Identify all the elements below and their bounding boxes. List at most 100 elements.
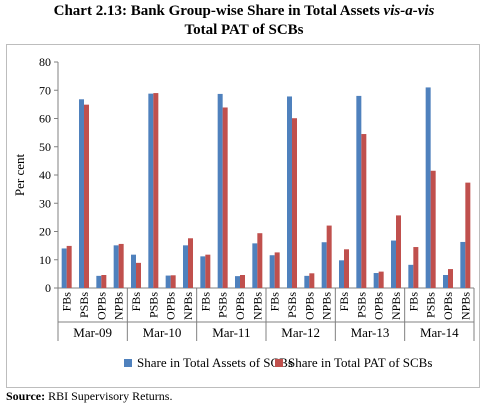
x-subcategory-label: OPBs [302,292,316,320]
x-group-label: Mar-10 [143,325,182,340]
bar-pat-mar-13-opbs [378,271,384,288]
source-label: Source: [6,389,46,403]
chart-title-line2: Total PAT of SCBs [184,22,304,38]
bar-pat-mar-14-opbs [448,269,453,288]
bar-assets-mar-12-opbs [304,275,310,288]
x-subcategory-label: OPBs [441,292,455,320]
y-tick-label: 40 [39,168,51,182]
bar-pat-mar-13-fbs [344,249,349,288]
bar-pat-mar-10-fbs [136,262,141,288]
chart-title-line1-italic: vis-a-vis [383,3,435,19]
x-subcategory-label: PSBs [285,292,299,318]
bar-pat-mar-10-npbs [188,238,193,288]
y-tick-label: 10 [39,253,51,267]
legend-label-assets: Share in Total Assets of SCBs [137,355,293,370]
bar-assets-mar-13-fbs [339,260,344,288]
bar-pat-mar-13-npbs [396,215,401,288]
bar-assets-mar-13-npbs [391,240,396,288]
y-tick-label: 80 [39,55,51,69]
legend-swatch-assets [124,359,132,367]
bar-assets-mar-11-fbs [200,256,206,288]
x-subcategory-label: OPBs [164,292,178,320]
bar-assets-mar-14-npbs [460,241,466,288]
bar-pat-mar-11-fbs [205,254,211,288]
bar-assets-mar-10-opbs [165,275,171,288]
bar-assets-mar-14-psbs [425,87,431,288]
x-subcategory-label: FBs [198,292,212,312]
bar-assets-mar-11-opbs [235,276,240,288]
chart-title-line1-prefix: Chart 2.13: Bank Group-wise Share in Tot… [53,3,384,19]
x-subcategory-label: PSBs [216,292,230,318]
x-group-label: Mar-13 [351,325,390,340]
chart-title: Chart 2.13: Bank Group-wise Share in Tot… [0,2,488,40]
bar-assets-mar-14-opbs [443,275,448,288]
bar-pat-mar-12-opbs [309,273,315,288]
x-subcategory-label: FBs [337,292,351,312]
x-group-label: Mar-12 [281,325,320,340]
bar-pat-mar-09-npbs [118,243,124,288]
y-tick-label: 50 [39,140,51,154]
source-note: Source: RBI Supervisory Returns. [6,389,172,404]
bar-assets-mar-12-psbs [287,96,292,288]
bar-assets-mar-10-npbs [183,245,188,288]
bar-assets-mar-09-npbs [113,245,119,288]
x-subcategory-label: NPBs [320,292,334,320]
y-axis-label: Per cent [12,153,27,196]
x-subcategory-label: PSBs [354,292,368,318]
source-text: RBI Supervisory Returns. [45,389,173,403]
bar-assets-mar-14-fbs [408,264,414,288]
bar-assets-mar-12-npbs [321,242,327,288]
bar-pat-mar-11-opbs [240,275,245,288]
x-subcategory-label: FBs [129,292,143,312]
x-subcategory-label: NPBs [389,292,403,320]
x-group-label: Mar-14 [420,325,459,340]
x-group-label: Mar-09 [73,325,112,340]
x-group-label: Mar-11 [212,325,250,340]
chart-frame [6,44,480,388]
legend-swatch-pat [275,359,283,367]
bar-assets-mar-09-psbs [79,99,84,288]
x-subcategory-label: NPBs [250,292,264,320]
x-subcategory-label: FBs [406,292,420,312]
x-subcategory-label: NPBs [112,292,126,320]
bar-pat-mar-11-npbs [257,233,263,288]
x-subcategory-label: PSBs [146,292,160,318]
bar-assets-mar-10-psbs [148,93,154,288]
x-subcategory-label: NPBs [181,292,195,320]
bar-pat-mar-10-psbs [153,93,159,288]
bar-assets-mar-09-opbs [96,275,102,288]
y-tick-label: 0 [45,281,51,295]
bar-pat-mar-13-psbs [361,134,367,288]
x-subcategory-label: OPBs [94,292,108,320]
bar-assets-mar-11-npbs [252,243,258,288]
y-tick-label: 20 [39,225,51,239]
bar-assets-mar-13-psbs [356,95,362,289]
bar-pat-mar-14-fbs [413,247,419,288]
bar-pat-mar-14-psbs [430,170,436,288]
bar-pat-mar-12-fbs [274,252,280,288]
x-subcategory-label: FBs [268,292,282,312]
bar-pat-mar-12-npbs [326,225,332,288]
bar-assets-mar-11-psbs [217,93,223,288]
bar-pat-mar-09-opbs [101,275,107,288]
bar-pat-mar-11-psbs [222,107,228,288]
bar-pat-mar-14-npbs [465,182,471,288]
bar-pat-mar-12-psbs [292,118,297,288]
y-tick-label: 30 [39,196,51,210]
bar-assets-mar-13-opbs [373,273,379,288]
y-tick-label: 60 [39,112,51,126]
legend-label-pat: Share in Total PAT of SCBs [288,355,432,370]
x-subcategory-label: FBs [60,292,74,312]
x-subcategory-label: NPBs [458,292,472,320]
bar-pat-mar-09-psbs [84,104,89,288]
bar-pat-mar-09-fbs [66,245,72,288]
x-subcategory-label: PSBs [77,292,91,318]
x-subcategory-label: OPBs [372,292,386,320]
bar-assets-mar-10-fbs [131,254,136,288]
x-subcategory-label: OPBs [233,292,247,320]
bar-assets-mar-12-fbs [269,255,275,288]
y-tick-label: 70 [39,83,51,97]
bar-pat-mar-10-opbs [170,275,176,288]
x-subcategory-label: PSBs [424,292,438,318]
